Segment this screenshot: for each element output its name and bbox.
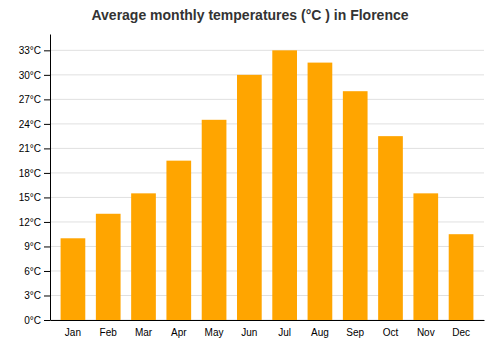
x-tick-label: Apr	[171, 327, 187, 338]
y-tick-label: 6°C	[24, 266, 41, 277]
y-tick: 15°C	[19, 192, 50, 203]
bar	[237, 75, 262, 320]
x-tick: Nov	[417, 327, 435, 338]
y-tick-mark	[44, 222, 50, 223]
x-tick-label: Sep	[346, 327, 364, 338]
bar	[96, 214, 121, 320]
y-tick-label: 27°C	[19, 94, 41, 105]
y-tick-label: 9°C	[24, 241, 41, 252]
x-tick-label: Jan	[65, 327, 81, 338]
x-tick: Jan	[65, 327, 81, 338]
y-tick-label: 15°C	[19, 192, 41, 203]
y-tick: 21°C	[19, 143, 50, 154]
grid-line	[50, 99, 484, 100]
x-tick: Jul	[278, 327, 291, 338]
y-tick-mark	[44, 148, 50, 149]
y-tick-mark	[44, 197, 50, 198]
bar	[308, 63, 333, 320]
y-tick-label: 3°C	[24, 290, 41, 301]
y-tick: 0°C	[24, 315, 50, 326]
grid-line	[50, 172, 484, 173]
bar	[166, 161, 191, 320]
x-tick-label: Feb	[100, 327, 118, 338]
bars	[61, 50, 474, 320]
grid-line	[50, 148, 484, 149]
bar	[272, 50, 297, 320]
bar	[449, 234, 474, 320]
x-tick-label: May	[205, 327, 224, 338]
x-tick-label: Dec	[452, 327, 470, 338]
plot: 0°C 3°C 6°C 9°C 12°C 15°C 18°C 21°C 24°C 27°C 30°C…	[19, 35, 485, 339]
x-axis: Jan Feb Mar Apr May Jun Jul Aug Sep Oct Nov Dec	[51, 321, 485, 339]
y-tick-label: 24°C	[19, 119, 41, 130]
y-tick-label: 18°C	[19, 168, 41, 179]
x-tick-label: Mar	[135, 327, 153, 338]
chart: 0°C 3°C 6°C 9°C 12°C 15°C 18°C 21°C 24°C 27°C 30°C…	[0, 0, 500, 350]
y-tick-mark	[44, 124, 50, 125]
title: Average monthly temperatures (°C ) in Fl…	[91, 7, 408, 23]
y-axis: 0°C 3°C 6°C 9°C 12°C 15°C 18°C 21°C 24°C 27°C 30°C…	[19, 35, 51, 326]
x-tick: Sep	[346, 327, 364, 338]
y-tick-label: 33°C	[19, 45, 41, 56]
x-tick: Jun	[241, 327, 257, 338]
bar	[202, 120, 227, 320]
bar	[413, 193, 438, 320]
y-tick: 9°C	[24, 241, 50, 252]
x-tick-label: Jul	[278, 327, 291, 338]
x-axis-line	[51, 320, 485, 321]
x-tick: Oct	[383, 327, 399, 338]
y-tick-label: 21°C	[19, 143, 41, 154]
y-tick-mark	[44, 50, 50, 51]
y-tick-mark	[44, 295, 50, 296]
x-tick: Mar	[135, 327, 153, 338]
grid-line	[50, 74, 484, 75]
y-tick: 6°C	[24, 266, 50, 277]
bar	[378, 136, 403, 320]
x-tick: Aug	[311, 327, 329, 338]
y-tick-mark	[44, 173, 50, 174]
y-axis-line	[50, 35, 51, 321]
x-tick: Dec	[452, 327, 470, 338]
x-tick-label: Nov	[417, 327, 435, 338]
y-tick: 30°C	[19, 70, 50, 81]
bar	[131, 193, 156, 320]
y-tick-label: 12°C	[19, 217, 41, 228]
x-tick-label: Aug	[311, 327, 329, 338]
bar	[61, 238, 86, 320]
y-tick-mark	[44, 99, 50, 100]
y-tick: 3°C	[24, 290, 50, 301]
y-tick-mark	[44, 271, 50, 272]
y-tick: 27°C	[19, 94, 50, 105]
x-tick: May	[205, 327, 224, 338]
y-tick-label: 30°C	[19, 70, 41, 81]
y-tick: 24°C	[19, 119, 50, 130]
y-tick: 12°C	[19, 217, 50, 228]
x-tick-label: Jun	[241, 327, 257, 338]
grid	[50, 50, 484, 320]
y-tick-mark	[44, 320, 50, 321]
x-tick: Feb	[100, 327, 118, 338]
grid-line	[50, 50, 484, 51]
y-tick: 33°C	[19, 45, 50, 56]
x-tick-label: Oct	[383, 327, 399, 338]
x-tick: Apr	[171, 327, 187, 338]
y-tick-mark	[44, 75, 50, 76]
grid-line	[50, 123, 484, 124]
bar	[343, 91, 368, 320]
y-tick-mark	[44, 246, 50, 247]
y-tick-label: 0°C	[24, 315, 41, 326]
y-tick: 18°C	[19, 168, 50, 179]
